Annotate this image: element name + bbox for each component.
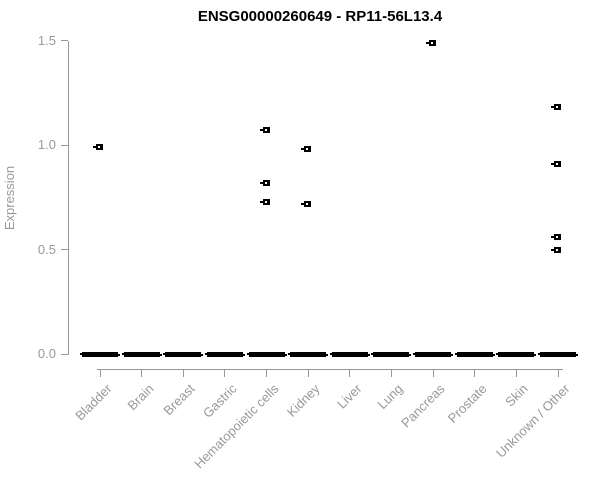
data-point-marker (301, 146, 312, 153)
zero-expression-cluster (163, 351, 204, 357)
data-point-marker (551, 246, 562, 253)
cluster-end-point (201, 353, 204, 356)
data-point-marker (426, 39, 437, 46)
y-tick (61, 40, 68, 42)
marker-open-center (556, 248, 559, 251)
data-point-marker (259, 127, 270, 134)
cluster-end-point (80, 352, 82, 355)
cluster-end-point (534, 353, 537, 356)
y-axis-line (68, 40, 69, 355)
marker-left-dash (551, 236, 555, 239)
x-tick (224, 369, 226, 377)
y-axis-tick-label: 1.0 (37, 137, 56, 153)
x-tick (307, 369, 309, 377)
y-tick (61, 144, 68, 146)
y-tick (61, 353, 68, 355)
marker-left-dash (93, 146, 96, 149)
y-axis-tick-label: 0.0 (37, 346, 56, 361)
cluster-end-point (284, 353, 287, 356)
marker-open-center (264, 200, 267, 203)
chart-title: ENSG00000260649 - RP11-56L13.4 (197, 8, 443, 25)
zero-expression-cluster (288, 351, 329, 357)
marker-left-dash (426, 41, 430, 44)
data-point-marker (551, 160, 562, 167)
cluster-end-point (451, 353, 454, 356)
data-point-marker (551, 104, 562, 111)
data-point-marker (259, 198, 270, 205)
cluster-end-point (454, 352, 457, 355)
zero-expression-cluster (538, 351, 579, 357)
marker-left-dash (301, 202, 305, 205)
x-tick (515, 369, 517, 377)
x-tick (349, 369, 351, 377)
cluster-end-point (496, 352, 499, 355)
marker-open-center (98, 146, 100, 149)
x-tick (141, 369, 143, 377)
zero-expression-cluster (496, 351, 537, 357)
marker-open-center (264, 181, 267, 184)
marker-left-dash (551, 106, 555, 109)
marker-left-dash (551, 248, 555, 251)
x-tick (182, 369, 184, 377)
cluster-end-point (367, 353, 370, 356)
x-tick (557, 369, 559, 377)
zero-expression-cluster (121, 351, 162, 357)
cluster-end-point (371, 352, 374, 355)
cluster-end-point (329, 352, 332, 355)
zero-expression-cluster (246, 351, 287, 357)
cluster-end-point (492, 353, 495, 356)
marker-left-dash (259, 181, 263, 184)
zero-expression-cluster (413, 351, 454, 357)
cluster-end-point (159, 353, 162, 356)
data-point-marker (301, 200, 312, 207)
marker-open-center (431, 41, 434, 44)
marker-open-center (306, 202, 309, 205)
y-tick (61, 249, 68, 251)
marker-open-center (306, 148, 309, 151)
y-axis-tick-label: 1.5 (37, 32, 56, 48)
cluster-end-point (242, 353, 245, 356)
x-tick (474, 369, 476, 377)
zero-expression-cluster (371, 351, 412, 357)
cluster-end-point (409, 353, 412, 356)
cluster-end-point (118, 353, 120, 356)
cluster-end-point (204, 352, 207, 355)
data-point-marker (551, 234, 562, 241)
zero-expression-cluster (329, 351, 370, 357)
zero-expression-cluster (204, 351, 245, 357)
marker-open-center (556, 236, 559, 239)
marker-left-dash (259, 129, 263, 132)
x-tick (432, 369, 434, 377)
marker-open-center (556, 162, 559, 165)
x-tick (99, 369, 101, 377)
cluster-end-point (326, 353, 329, 356)
marker-left-dash (301, 148, 305, 151)
cluster-end-point (576, 353, 579, 356)
cluster-end-point (121, 352, 124, 355)
y-axis-tick-label: 0.5 (37, 241, 56, 257)
marker-open-center (264, 129, 267, 132)
cluster-end-point (538, 352, 541, 355)
data-point-marker (93, 144, 103, 151)
x-tick (390, 369, 392, 377)
zero-expression-cluster (80, 351, 120, 357)
marker-open-center (556, 106, 559, 109)
cluster-end-point (413, 352, 416, 355)
cluster-end-point (288, 352, 291, 355)
data-point-marker (259, 179, 270, 186)
marker-left-dash (551, 162, 555, 165)
x-tick (266, 369, 268, 377)
cluster-end-point (246, 352, 249, 355)
marker-left-dash (259, 200, 263, 203)
x-axis-line (97, 369, 563, 370)
zero-expression-cluster (454, 351, 495, 357)
cluster-end-point (163, 352, 166, 355)
x-axis-category-label: Unknown / Other (493, 381, 573, 461)
